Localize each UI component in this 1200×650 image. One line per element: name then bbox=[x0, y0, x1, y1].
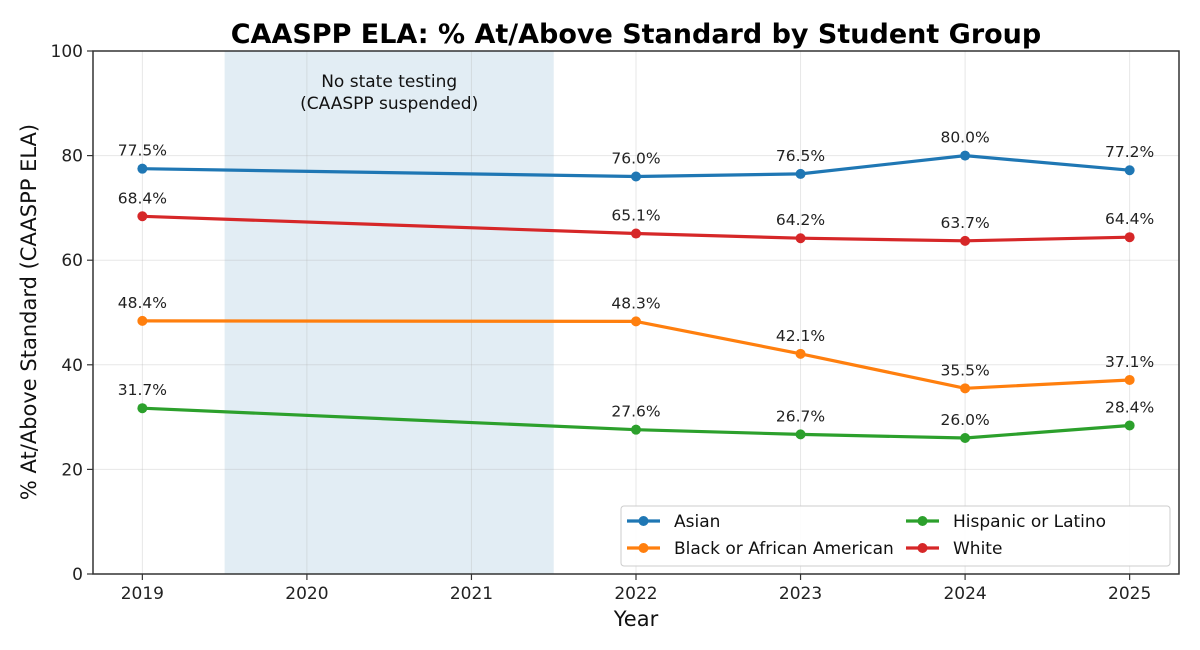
legend-label: White bbox=[953, 539, 1002, 559]
legend-label: Hispanic or Latino bbox=[953, 512, 1106, 532]
data-label-hispanic-or-latino: 31.7% bbox=[118, 381, 167, 399]
x-tick-label: 2025 bbox=[1108, 584, 1151, 604]
x-tick-label: 2022 bbox=[614, 584, 657, 604]
shaded-region bbox=[224, 51, 554, 574]
y-tick-label: 100 bbox=[51, 42, 83, 62]
data-point-black-or-african-american bbox=[1124, 374, 1135, 385]
x-axis-label: Year bbox=[613, 607, 659, 631]
data-label-white: 65.1% bbox=[611, 207, 660, 225]
y-axis-label: % At/Above Standard (CAASPP ELA) bbox=[17, 124, 41, 500]
legend-item-white[interactable]: White bbox=[906, 539, 1002, 559]
data-point-hispanic-or-latino bbox=[137, 403, 148, 414]
shaded-region-layer bbox=[224, 51, 554, 574]
data-point-asian bbox=[137, 163, 148, 174]
data-label-white: 63.7% bbox=[940, 214, 989, 232]
data-label-asian: 77.2% bbox=[1105, 143, 1154, 161]
data-point-hispanic-or-latino bbox=[795, 429, 806, 440]
y-tick-label: 60 bbox=[61, 251, 83, 271]
data-point-hispanic-or-latino bbox=[960, 433, 971, 444]
y-tick-label: 40 bbox=[61, 356, 83, 376]
shaded-region-annotation: No state testing bbox=[321, 72, 457, 92]
data-label-hispanic-or-latino: 27.6% bbox=[611, 403, 660, 421]
data-point-black-or-african-american bbox=[795, 348, 806, 359]
data-label-asian: 77.5% bbox=[118, 142, 167, 160]
legend-item-asian[interactable]: Asian bbox=[627, 512, 720, 532]
legend-label: Black or African American bbox=[674, 539, 894, 559]
data-point-white bbox=[795, 233, 806, 244]
data-point-white bbox=[631, 228, 641, 239]
data-label-black-or-african-american: 37.1% bbox=[1105, 353, 1154, 371]
legend-swatch-marker bbox=[917, 543, 928, 553]
data-point-black-or-african-american bbox=[631, 316, 641, 327]
x-tick-label: 2020 bbox=[285, 584, 328, 604]
legend-box bbox=[620, 505, 1171, 567]
data-label-asian: 80.0% bbox=[940, 129, 989, 147]
y-tick-label: 0 bbox=[72, 565, 83, 585]
data-label-black-or-african-american: 48.3% bbox=[611, 294, 660, 312]
x-tick-label: 2021 bbox=[450, 584, 493, 604]
data-label-hispanic-or-latino: 26.0% bbox=[940, 411, 989, 429]
data-label-asian: 76.5% bbox=[776, 147, 825, 165]
x-tick-label: 2023 bbox=[779, 584, 822, 604]
data-point-black-or-african-american bbox=[960, 383, 971, 394]
shaded-region-annotation: (CAASPP suspended) bbox=[300, 94, 478, 114]
data-label-asian: 76.0% bbox=[611, 150, 660, 168]
data-point-black-or-african-american bbox=[137, 315, 148, 326]
axes-layer: 2019 2020 2021 2022 2023 2024 2025 0 20 40 60 80 100 bbox=[51, 42, 1180, 604]
data-point-white bbox=[1124, 232, 1135, 243]
y-tick-label: 80 bbox=[61, 147, 83, 167]
legend-swatch-marker bbox=[917, 516, 928, 526]
data-label-hispanic-or-latino: 26.7% bbox=[776, 407, 825, 425]
data-label-white: 68.4% bbox=[118, 189, 167, 207]
legend-item-black-or-african-american[interactable]: Black or African American bbox=[627, 539, 894, 559]
legend-swatch-marker bbox=[638, 543, 649, 553]
x-tick-label: 2024 bbox=[943, 584, 986, 604]
x-tick-label: 2019 bbox=[121, 584, 164, 604]
data-label-black-or-african-american: 48.4% bbox=[118, 294, 167, 312]
legend-label: Asian bbox=[674, 512, 720, 532]
y-tick-label: 20 bbox=[61, 460, 83, 480]
data-point-hispanic-or-latino bbox=[1124, 420, 1135, 431]
data-label-black-or-african-american: 35.5% bbox=[940, 361, 989, 379]
data-point-hispanic-or-latino bbox=[631, 424, 641, 435]
data-point-asian bbox=[1124, 165, 1135, 176]
data-label-white: 64.4% bbox=[1105, 210, 1154, 228]
data-point-white bbox=[960, 235, 971, 246]
chart-title: CAASPP ELA: % At/Above Standard by Stude… bbox=[231, 19, 1042, 50]
series-layer bbox=[137, 150, 1135, 444]
data-label-hispanic-or-latino: 28.4% bbox=[1105, 398, 1154, 416]
legend: Asian Black or African American Hispanic o… bbox=[620, 505, 1171, 567]
annotation-layer: No state testing(CAASPP suspended) bbox=[300, 72, 478, 114]
data-point-asian bbox=[631, 171, 641, 182]
data-label-white: 64.2% bbox=[776, 211, 825, 229]
data-point-white bbox=[137, 211, 148, 222]
data-label-layer: 77.5% 76.0% 76.5% 80.0% 77.2% 48.4% 48.3% 42.1%… bbox=[118, 129, 1155, 429]
data-label-black-or-african-american: 42.1% bbox=[776, 327, 825, 345]
data-point-asian bbox=[795, 168, 806, 179]
legend-swatch-marker bbox=[638, 516, 649, 526]
data-point-asian bbox=[960, 150, 971, 161]
legend-item-hispanic-or-latino[interactable]: Hispanic or Latino bbox=[906, 512, 1106, 532]
